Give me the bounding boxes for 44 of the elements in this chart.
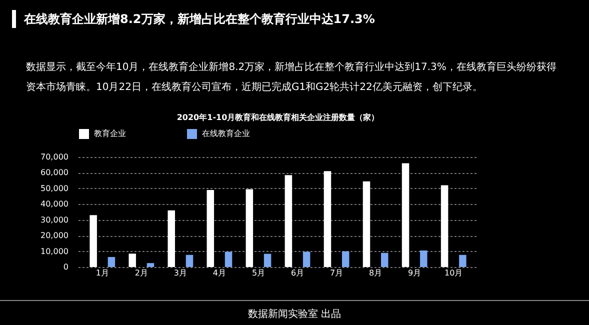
y-tick-label: 0	[63, 262, 68, 272]
bar	[459, 254, 466, 267]
bar	[284, 175, 292, 267]
bar	[380, 252, 388, 267]
bar	[302, 252, 310, 267]
x-tick-label: 6月	[290, 268, 304, 278]
bar	[108, 256, 116, 267]
y-tick-label: 10,000	[40, 246, 68, 256]
y-tick-label: 70,000	[40, 152, 68, 162]
x-tick-label: 2月	[134, 268, 148, 278]
bar	[342, 251, 350, 267]
bar	[324, 171, 332, 267]
bar	[362, 181, 370, 267]
x-tick-label: 9月	[408, 268, 422, 278]
legend-label: 教育企业	[94, 129, 126, 138]
y-tick-label: 30,000	[40, 215, 68, 224]
text: 在线教育企业新增8.2万家，新增占比在整个教育行业中达17.3%	[12, 10, 375, 28]
y-tick-label: 50,000	[40, 184, 68, 193]
bar	[146, 263, 154, 267]
bar	[128, 254, 136, 267]
bar	[420, 250, 428, 267]
bar	[402, 163, 410, 267]
y-tick-label: 20,000	[40, 231, 68, 240]
legend-label: 在线教育企业	[202, 129, 250, 138]
x-tick-label: 7月	[330, 268, 344, 278]
x-tick-label: 5月	[252, 268, 266, 278]
x-tick-label: 1月	[96, 268, 109, 278]
text: 数据显示，截至今年10月，在线教育企业新增8.2万家，新增占比在整个教育行业中达到17.3%，在线教育巨头纷纷获得资本市场青睐。10月22日，在线教育公司宣布，近期已完成G1和G2轮共计22亿美元融资，创下纪录。	[26, 60, 558, 95]
x-tick-label: 8月	[369, 268, 382, 278]
bar	[224, 252, 232, 267]
y-tick-label: 60,000	[40, 168, 68, 178]
text: 数据新闻实验室 出品	[0, 300, 589, 321]
bar	[246, 189, 254, 267]
bar	[440, 185, 448, 267]
x-tick-label: 10月	[444, 268, 463, 278]
y-tick-label: 40,000	[40, 200, 68, 209]
bar	[264, 254, 272, 267]
chart-title: 2020年1-10月教育和在线教育相关企业注册数量（家）	[176, 112, 380, 122]
x-tick-label: 4月	[212, 268, 226, 278]
bar	[186, 254, 194, 267]
bar	[206, 190, 214, 267]
bar	[168, 210, 176, 267]
bar	[90, 215, 97, 267]
x-tick-label: 3月	[174, 268, 187, 278]
